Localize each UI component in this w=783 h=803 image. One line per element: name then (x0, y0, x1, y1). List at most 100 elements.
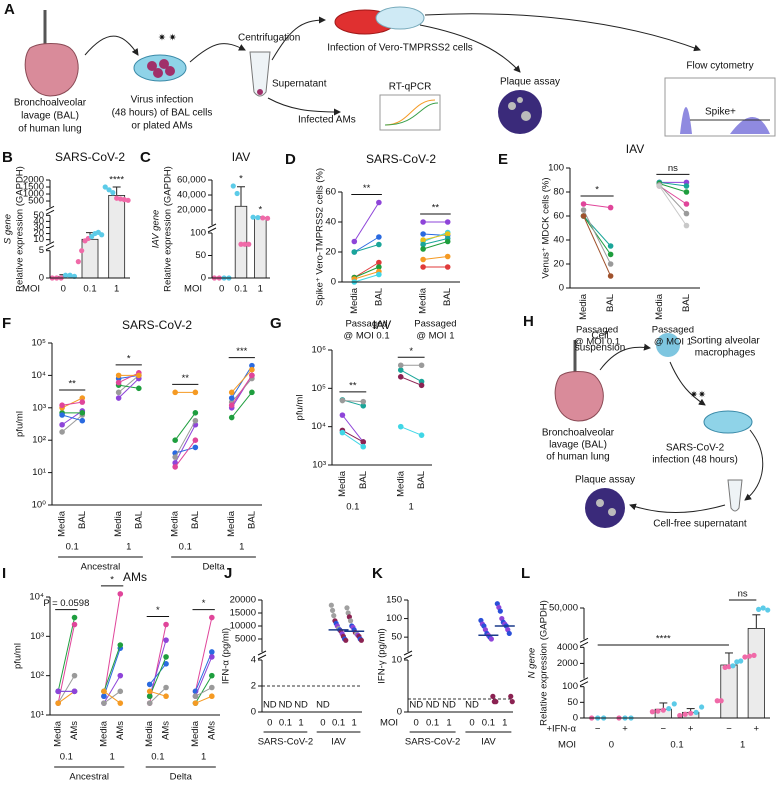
chart-title: SARS-CoV-2 (366, 152, 436, 166)
x-tick-label: Media (98, 720, 109, 747)
data-point (756, 606, 762, 612)
chart-paired: E IAV Venus⁺ MDCK cells (%) 0 20 40 60 80 100 Med… (498, 142, 694, 347)
chart-paired: F SARS-CoV-2 pfu/ml 10⁰ 10¹ 10² 10³ 10⁴ 10⁵ Media… (2, 315, 257, 573)
y-tick-label: 10¹ (30, 710, 44, 721)
y-axis-label: S gene (3, 214, 14, 244)
y-tick-label: 10000 (230, 621, 256, 632)
data-point (249, 366, 255, 373)
panel-letter: F (2, 315, 11, 332)
y-tick-label: 50 (33, 210, 44, 221)
pair-line (61, 414, 83, 433)
y-tick-label: 100 (548, 163, 564, 174)
y-tick-label: 20,000 (177, 205, 206, 216)
y-tick-label: 4 (251, 655, 256, 666)
data-point (682, 711, 688, 717)
cell (147, 61, 157, 71)
chart-strip: J IFN-α (pg/ml) 0 2 4 5000 10000 15000 20000 0 0.1… (221, 565, 365, 748)
pellet (257, 89, 263, 95)
data-point (228, 414, 235, 421)
data-point (260, 215, 266, 221)
data-point (718, 698, 724, 704)
significance: * (156, 605, 160, 616)
data-point (255, 214, 261, 221)
label: Bronchoalveolar (542, 428, 615, 439)
data-point (490, 693, 496, 700)
pair-line (149, 640, 167, 697)
data-point (192, 437, 199, 444)
data-point (765, 607, 771, 613)
data-point (655, 708, 661, 714)
data-point (238, 241, 244, 247)
data-point (343, 637, 349, 643)
data-point (209, 614, 215, 621)
y-tick-label: 10⁴ (31, 370, 46, 381)
data-point (328, 602, 334, 608)
data-point (163, 661, 169, 667)
data-point (209, 649, 215, 655)
annotation: ND (426, 700, 440, 711)
label: Plaque assay (575, 475, 635, 486)
significance: *** (236, 346, 247, 357)
x-tick-label: AMs (115, 721, 126, 740)
y-tick-label: 10 (33, 234, 44, 245)
y-tick-label: 0 (201, 273, 206, 284)
pair-line (149, 663, 167, 685)
data-point (115, 379, 122, 386)
pair-line (342, 429, 364, 443)
chart-paired: G IAV pfu/ml 10³ 10⁴ 10⁵ 10⁶ Media BAL ** 0.1 Media… (270, 315, 427, 513)
y-tick-label: 0 (251, 707, 256, 718)
arrow (84, 35, 139, 56)
pair-line (103, 690, 121, 704)
pair-line (423, 256, 448, 260)
x-tick-label: 0 (267, 718, 272, 729)
data-point (79, 417, 86, 424)
data-point (172, 454, 178, 460)
data-point (397, 367, 404, 373)
data-point (649, 709, 655, 715)
data-point (71, 621, 78, 628)
panel-letter: J (224, 565, 232, 582)
label: macrophages (695, 348, 756, 359)
bar (747, 628, 765, 719)
significance: * (127, 353, 131, 364)
label: of human lung (18, 124, 81, 135)
label: (48 hours) of BAL cells (112, 108, 213, 119)
plaque (596, 499, 604, 507)
data-point (509, 699, 515, 705)
pair-line (354, 274, 380, 283)
pair-line (174, 420, 196, 458)
y-tick-label: 60,000 (177, 175, 206, 186)
arrow (669, 361, 706, 406)
axis-break (45, 241, 55, 247)
data-point (660, 707, 666, 713)
data-point (99, 232, 105, 238)
labels: Bronchoalveolar lavage (BAL) of human lu… (14, 33, 754, 135)
x-tick-label: AMs (206, 721, 217, 740)
data-point (714, 698, 720, 704)
y-tick-label: 20 (33, 228, 44, 239)
x-tick-label: AMs (69, 721, 80, 740)
y-tick-label: 10² (32, 435, 46, 446)
pair-line (354, 236, 380, 253)
data-point (264, 215, 271, 221)
pair-line (400, 369, 422, 383)
plaque-icon (498, 90, 542, 134)
data-point (146, 688, 153, 695)
y-tick-label: 10 (391, 655, 402, 666)
y-tick-label: 50,000 (549, 603, 578, 614)
pair-line (103, 648, 121, 697)
x-tick-label: BAL (77, 511, 88, 529)
y-tick-label: 0 (39, 273, 44, 284)
arrow (267, 97, 341, 116)
x-tick-label: Media (190, 720, 201, 747)
dish (703, 410, 753, 434)
tube (249, 51, 271, 97)
data-point (738, 658, 744, 664)
supergroup-label: Ancestral (69, 772, 109, 783)
x-tick-label: 1 (298, 718, 303, 729)
y-tick-label: 60 (553, 211, 564, 222)
data-point (683, 222, 690, 229)
plaque (521, 111, 531, 121)
x-tick-label: 1 (502, 718, 507, 729)
significance: ns (738, 589, 748, 600)
